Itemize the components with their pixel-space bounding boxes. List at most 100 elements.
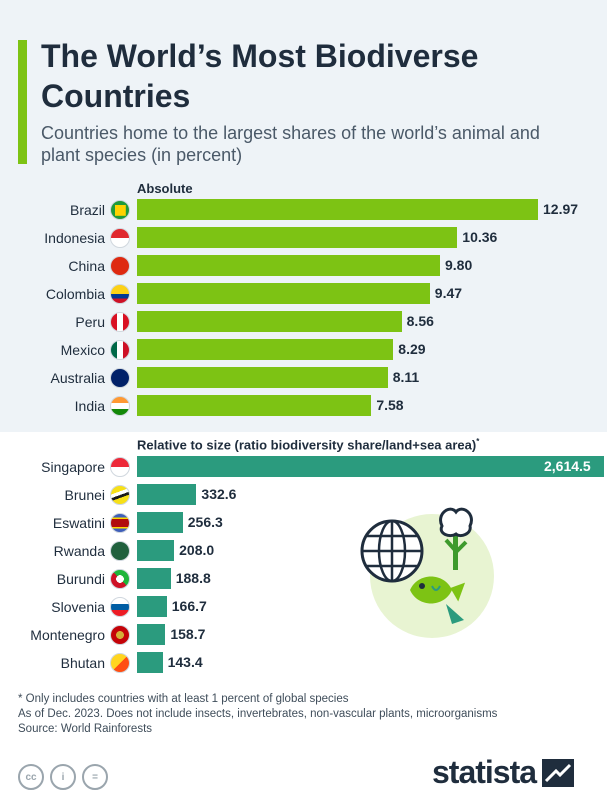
bar <box>137 568 171 589</box>
bar-row: Mexico 8.29 <box>0 336 607 364</box>
value-label: 332.6 <box>201 486 237 502</box>
value-label: 2,614.5 <box>544 458 591 474</box>
bar <box>137 395 372 416</box>
bar-row: Bhutan 143.4 <box>0 649 607 677</box>
bar <box>137 484 197 505</box>
brazil-flag-icon <box>110 200 130 220</box>
chart-title: The World’s Most Biodiverse Countries <box>41 38 479 114</box>
bar <box>137 512 183 533</box>
china-flag-icon <box>110 256 130 276</box>
relative-panel <box>0 432 607 811</box>
country-label: Brunei <box>64 487 105 503</box>
burundi-flag-icon <box>110 569 130 589</box>
section-label-footnote-mark: * <box>476 437 480 446</box>
value-label: 12.97 <box>543 201 579 217</box>
section-label-relative-text: Relative to size (ratio biodiversity sha… <box>137 437 477 453</box>
australia-flag-icon <box>110 368 130 388</box>
bar-row: Singapore 2,614.5 <box>0 453 607 481</box>
license-icons: cc i = <box>18 764 108 790</box>
montenegro-flag-icon <box>110 625 130 645</box>
bar <box>137 339 394 360</box>
bar-row: Montenegro 158.7 <box>0 621 607 649</box>
value-label: 188.8 <box>175 570 211 586</box>
country-label: India <box>74 398 105 414</box>
brand-name: statista <box>432 754 537 790</box>
india-flag-icon <box>110 396 130 416</box>
country-label: Colombia <box>45 286 105 302</box>
value-label: 7.58 <box>376 397 404 413</box>
value-label: 208.0 <box>179 542 215 558</box>
bar <box>137 624 166 645</box>
country-label: Rwanda <box>53 543 105 559</box>
bar <box>137 199 538 220</box>
footnote-date: As of Dec. 2023. Does not include insect… <box>18 708 498 720</box>
attribution-icon[interactable]: i <box>50 764 76 790</box>
value-label: 158.7 <box>170 626 206 642</box>
value-label: 8.29 <box>398 341 426 357</box>
no-derivatives-icon[interactable]: = <box>82 764 108 790</box>
country-label: China <box>68 258 105 274</box>
bar <box>137 255 440 276</box>
bar <box>137 456 604 477</box>
title-accent-bar <box>18 40 27 164</box>
bar-row: Slovenia 166.7 <box>0 593 607 621</box>
bar-row: China 9.80 <box>0 252 607 280</box>
country-label: Australia <box>50 370 105 386</box>
slovenia-flag-icon <box>110 597 130 617</box>
bar-row: Peru 8.56 <box>0 308 607 336</box>
country-label: Brazil <box>69 202 105 218</box>
bar <box>137 540 175 561</box>
eswatini-flag-icon <box>110 513 130 533</box>
bar <box>137 283 430 304</box>
country-label: Singapore <box>41 459 105 475</box>
mexico-flag-icon <box>110 340 130 360</box>
value-label: 8.56 <box>406 313 434 329</box>
footnotes: * Only includes countries with at least … <box>18 692 497 737</box>
country-label: Peru <box>75 314 105 330</box>
value-label: 8.11 <box>392 369 420 385</box>
value-label: 143.4 <box>167 654 203 670</box>
source-note: Source: World Rainforests <box>18 723 153 735</box>
statista-logo[interactable]: statista <box>432 754 575 791</box>
bar-row: Australia 8.11 <box>0 364 607 392</box>
chart-subtitle: Countries home to the largest shares of … <box>41 123 540 165</box>
country-label: Mexico <box>60 342 105 358</box>
bar <box>137 596 167 617</box>
rwanda-flag-icon <box>110 541 130 561</box>
country-label: Indonesia <box>44 230 105 246</box>
bar-row: Brazil 12.97 <box>0 196 607 224</box>
section-label-absolute: Absolute <box>137 181 193 196</box>
brunei-flag-icon <box>110 485 130 505</box>
value-label: 9.80 <box>444 257 473 273</box>
cc-icon[interactable]: cc <box>18 764 44 790</box>
country-label: Burundi <box>56 571 105 587</box>
country-label: Montenegro <box>30 627 105 643</box>
statista-mark-icon <box>542 758 575 787</box>
bar-row: Eswatini 256.3 <box>0 509 607 537</box>
value-label: 10.36 <box>462 229 498 245</box>
bar-row: Brunei 332.6 <box>0 481 607 509</box>
bar-row: Colombia 9.47 <box>0 280 607 308</box>
value-label: 256.3 <box>187 514 223 530</box>
section-label-relative: Relative to size (ratio biodiversity sha… <box>137 437 479 452</box>
bar-row: India 7.58 <box>0 392 607 420</box>
indonesia-flag-icon <box>110 228 130 248</box>
country-label: Slovenia <box>51 599 105 615</box>
country-label: Bhutan <box>60 655 105 671</box>
value-label: 9.47 <box>434 285 463 301</box>
bar <box>137 227 458 248</box>
peru-flag-icon <box>110 312 130 332</box>
value-label: 166.7 <box>171 598 207 614</box>
country-label: Eswatini <box>52 515 105 531</box>
bar-row: Burundi 188.8 <box>0 565 607 593</box>
bar-row: Rwanda 208.0 <box>0 537 607 565</box>
bar-row: Indonesia 10.36 <box>0 224 607 252</box>
bar <box>137 652 163 673</box>
colombia-flag-icon <box>110 284 130 304</box>
footnote-species: * Only includes countries with at least … <box>18 693 349 705</box>
bar <box>137 311 402 332</box>
bar <box>137 367 388 388</box>
singapore-flag-icon <box>110 457 130 477</box>
globe-tree-fish-illustration <box>360 507 494 638</box>
tree-icon <box>439 507 473 570</box>
